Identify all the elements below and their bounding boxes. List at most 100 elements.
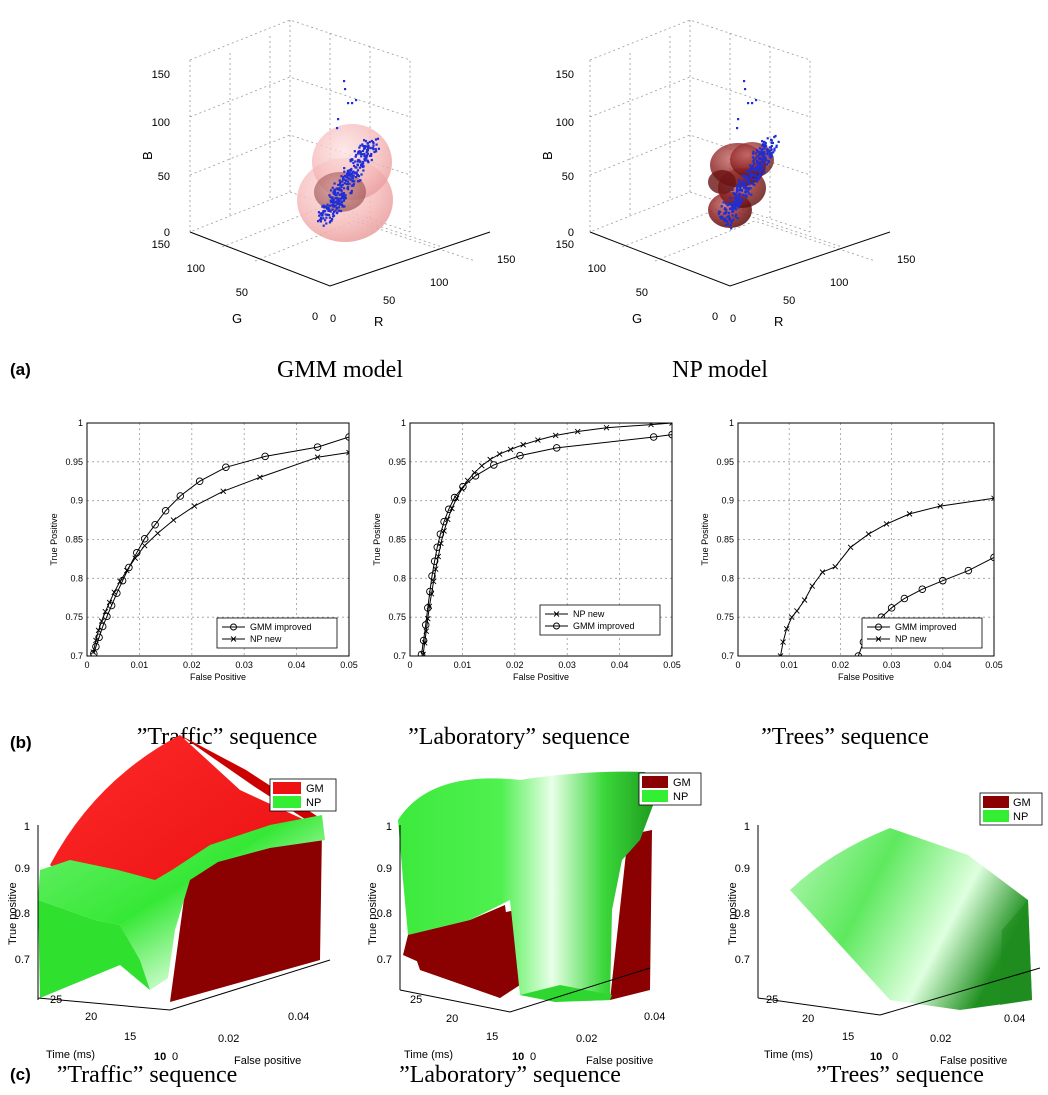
x-axis-label: False Positive [190, 672, 246, 682]
data-point [758, 161, 760, 163]
data-point [761, 148, 763, 150]
svg-text:0: 0 [164, 227, 170, 239]
data-point [739, 188, 741, 190]
data-point [747, 176, 749, 178]
data-point [367, 153, 369, 155]
svg-text:0.9: 0.9 [15, 863, 30, 875]
data-point [359, 160, 361, 162]
data-point [761, 158, 763, 160]
axis-label-b: B [140, 151, 155, 160]
svg-text:0: 0 [330, 313, 336, 325]
y-label: Time (ms) [46, 1049, 95, 1061]
data-point [360, 173, 362, 175]
data-point [721, 205, 723, 207]
legend-label-gm: GM [673, 777, 691, 789]
data-point [730, 208, 732, 210]
legend-label-np: NP [1013, 811, 1028, 823]
data-point [758, 154, 760, 156]
data-point [752, 160, 754, 162]
x-tick-label: 0.02 [832, 660, 850, 670]
data-point [336, 212, 338, 214]
data-point [328, 214, 330, 216]
x-tick-label: 0 [735, 660, 740, 670]
data-point [352, 180, 354, 182]
data-point [363, 165, 365, 167]
legend-swatch-gm [983, 796, 1009, 808]
axis-label-g: G [232, 311, 242, 326]
data-point [737, 118, 739, 120]
svg-text:100: 100 [588, 263, 606, 275]
svg-text:100: 100 [430, 277, 448, 289]
data-point [347, 186, 349, 188]
caption-traffic-c: ”Traffic” sequence [57, 1062, 238, 1088]
data-point [746, 195, 748, 197]
data-point [758, 168, 760, 170]
data-point [739, 186, 741, 188]
data-point [354, 160, 356, 162]
data-marker-x [820, 570, 825, 575]
data-point [362, 169, 364, 171]
data-point [332, 213, 334, 215]
data-point [758, 176, 760, 178]
data-point [350, 192, 352, 194]
data-point [329, 221, 331, 223]
roc-plot-trees: 0 0.01 0.02 0.03 0.04 0.05 0.7 0.75 0.8 0.85 0.9 0.… [700, 418, 1003, 682]
data-marker-x [508, 447, 513, 452]
data-point [322, 212, 324, 214]
y-tick-label: 1 [729, 418, 734, 428]
data-point [355, 154, 357, 156]
data-point [745, 191, 747, 193]
svg-text:0: 0 [312, 311, 318, 323]
data-point [327, 204, 329, 206]
svg-text:0.7: 0.7 [15, 954, 30, 966]
data-point [360, 165, 362, 167]
data-point [745, 176, 747, 178]
svg-text:150: 150 [556, 69, 574, 81]
panel-b: 0 0.01 0.02 0.03 0.04 0.050.70.750.80.850.90.… [10, 418, 1003, 752]
data-point [334, 191, 336, 193]
data-marker-x [866, 532, 871, 537]
data-point [327, 208, 329, 210]
data-point [359, 145, 361, 147]
data-point [325, 206, 327, 208]
svg-text:0: 0 [730, 313, 736, 325]
data-point [358, 180, 360, 182]
data-point [733, 192, 735, 194]
y-tick-label: 0.8 [393, 573, 406, 583]
data-point [775, 146, 777, 148]
data-point [755, 157, 757, 159]
x-tick-label: 0.04 [288, 660, 306, 670]
data-point [345, 180, 347, 182]
data-point [352, 162, 354, 164]
data-point [351, 173, 353, 175]
data-point [728, 218, 730, 220]
data-point [731, 189, 733, 191]
data-point [763, 167, 765, 169]
data-point [721, 218, 723, 220]
data-point [736, 203, 738, 205]
panel-c: 1 0.9 0.8 0.7 True positive 25 20 15 10 … [7, 735, 1042, 1088]
surface-plot-trees: 1 0.9 0.8 0.7 True positive 25 20 15 10 … [727, 821, 1040, 1067]
data-point [726, 216, 728, 218]
data-point [341, 194, 343, 196]
data-point [338, 198, 340, 200]
data-marker-x [497, 452, 502, 457]
data-point [735, 197, 737, 199]
data-marker-x [810, 584, 815, 589]
x-tick-label: 0.02 [183, 660, 201, 670]
data-point [338, 210, 340, 212]
data-point [739, 180, 741, 182]
data-point [738, 206, 740, 208]
y-tick-label: 0.7 [721, 651, 734, 661]
svg-text:0.02: 0.02 [930, 1033, 951, 1045]
y-tick-label: 0.75 [388, 612, 406, 622]
data-point [332, 200, 334, 202]
data-point [343, 171, 345, 173]
data-point [351, 159, 353, 161]
data-point [342, 197, 344, 199]
data-point [323, 210, 325, 212]
svg-text:0.9: 0.9 [735, 863, 750, 875]
data-point [728, 212, 730, 214]
data-point [340, 184, 342, 186]
data-point [730, 227, 732, 229]
